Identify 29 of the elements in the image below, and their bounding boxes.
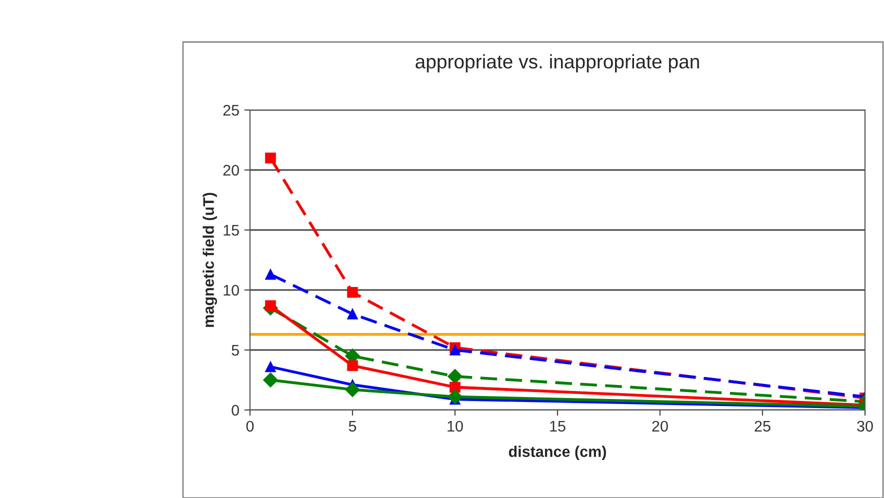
point	[265, 361, 276, 372]
point	[347, 360, 358, 371]
x-tick-label: 5	[348, 420, 356, 432]
x-tick-label: 25	[754, 420, 770, 432]
y-tick-label: 0	[232, 404, 239, 416]
x-tick-label: 20	[652, 420, 668, 432]
y-tick-label: 20	[223, 164, 239, 176]
point	[448, 369, 462, 384]
point	[448, 389, 462, 404]
point	[347, 287, 358, 298]
point	[450, 382, 460, 393]
y-tick-label: 5	[232, 345, 239, 356]
x-axis-title: distance (cm)	[508, 446, 606, 460]
y-tick-label: 15	[224, 225, 239, 236]
point	[263, 372, 278, 388]
x-tick-label: 0	[246, 420, 254, 432]
y-axis-title: magnetic field (uT)	[202, 192, 218, 327]
chart-title: appropriate vs. inappropriate pan	[416, 54, 699, 72]
x-tick-label: 15	[550, 420, 566, 432]
point	[450, 344, 460, 356]
y-tick-label: 25	[223, 104, 239, 116]
point	[265, 152, 276, 164]
point	[265, 269, 276, 280]
point	[345, 382, 360, 397]
point	[265, 300, 276, 311]
point	[347, 308, 358, 320]
x-tick-label: 30	[857, 420, 873, 432]
y-tick-label: 10	[224, 284, 239, 296]
x-tick-label: 10	[448, 420, 463, 432]
